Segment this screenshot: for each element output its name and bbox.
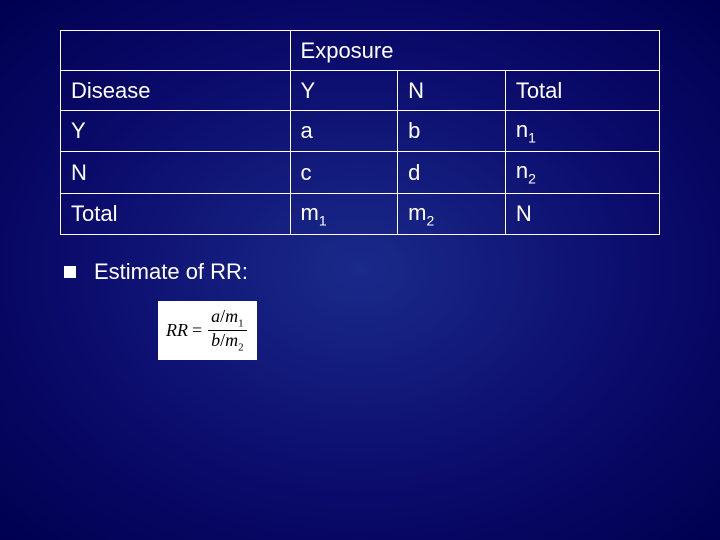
col-disease: Disease	[61, 71, 291, 111]
bullet-item: Estimate of RR:	[60, 259, 660, 285]
formula-lhs: RR	[166, 320, 188, 341]
square-bullet-icon	[64, 266, 76, 278]
formula-eq: =	[192, 320, 202, 341]
cell: N	[505, 193, 659, 234]
col-n: N	[398, 71, 506, 111]
cell: n1	[505, 111, 659, 152]
cell-exposure-header: Exposure	[290, 31, 659, 71]
cell: c	[290, 152, 398, 193]
cell: n2	[505, 152, 659, 193]
cell: b	[398, 111, 506, 152]
bullet-text: Estimate of RR:	[94, 259, 248, 285]
table-row: Disease Y N Total	[61, 71, 660, 111]
cell: d	[398, 152, 506, 193]
table-row: Exposure	[61, 31, 660, 71]
col-y: Y	[290, 71, 398, 111]
cell-blank	[61, 31, 291, 71]
col-total: Total	[505, 71, 659, 111]
contingency-table: Exposure Disease Y N Total Y a b n1 N c …	[60, 30, 660, 235]
formula-box: RR = a/m1 b/m2	[158, 301, 257, 359]
table-row: Total m1 m2 N	[61, 193, 660, 234]
cell: N	[61, 152, 291, 193]
table-row: N c d n2	[61, 152, 660, 193]
cell: Total	[61, 193, 291, 234]
formula-fraction: a/m1 b/m2	[208, 307, 247, 353]
cell: m1	[290, 193, 398, 234]
cell: Y	[61, 111, 291, 152]
table-row: Y a b n1	[61, 111, 660, 152]
cell: a	[290, 111, 398, 152]
cell: m2	[398, 193, 506, 234]
